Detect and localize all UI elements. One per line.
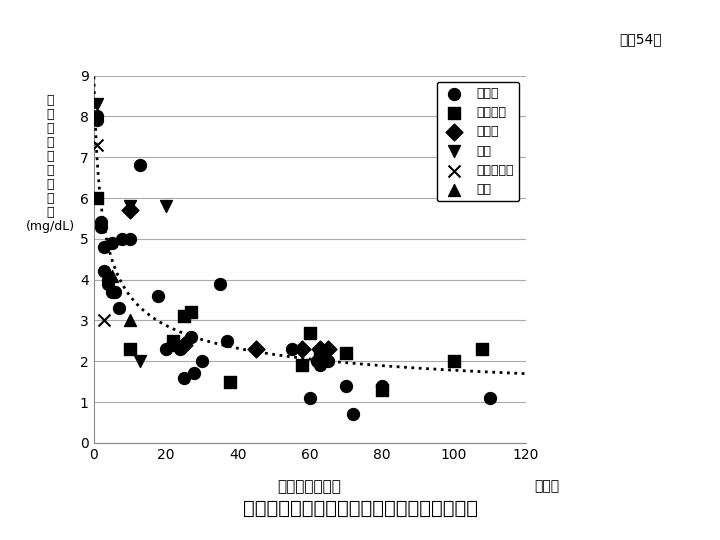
Point [102, 275, 114, 284]
Point [99, 267, 110, 276]
Point [135, 357, 146, 366]
Point [102, 279, 114, 288]
Text: （月）: （月） [534, 480, 559, 494]
Point [311, 357, 323, 366]
Point [135, 161, 146, 170]
Point [117, 234, 128, 243]
Point [178, 373, 189, 382]
Point [95, 218, 107, 227]
Point [340, 381, 351, 390]
Point [189, 369, 200, 378]
Point [322, 345, 333, 353]
Point [315, 349, 326, 357]
Point [340, 349, 351, 357]
Point [315, 345, 326, 353]
Point [95, 222, 107, 231]
Point [124, 206, 135, 214]
Point [124, 234, 135, 243]
Point [99, 316, 110, 325]
Point [160, 202, 171, 211]
Point [91, 140, 103, 149]
Point [124, 316, 135, 325]
Point [91, 112, 103, 121]
Point [297, 361, 308, 369]
Point [185, 308, 197, 316]
Point [322, 357, 333, 366]
Point [113, 304, 125, 313]
Point [304, 394, 315, 402]
Point [99, 242, 110, 251]
Point [160, 345, 171, 353]
Legend: 糖尿病, 腎硬化症, 嚢胞腎, 腎炎, 造影剤腎症, 不明: 糖尿病, 腎硬化症, 嚢胞腎, 腎炎, 造影剤腎症, 不明 [437, 82, 519, 201]
Text: 血
清
ク
レ
ア
チ
ニ
ン
値
(mg/dL): 血 清 ク レ ア チ ニ ン 値 (mg/dL) [26, 94, 75, 233]
Point [178, 341, 189, 349]
Point [174, 345, 186, 353]
Point [106, 287, 117, 296]
Point [347, 410, 359, 418]
Point [178, 312, 189, 321]
Point [376, 386, 387, 394]
Point [185, 333, 197, 341]
Point [286, 345, 297, 353]
Point [221, 336, 233, 345]
Point [250, 345, 261, 353]
Point [297, 345, 308, 353]
Point [376, 381, 387, 390]
Point [106, 239, 117, 247]
Point [214, 279, 225, 288]
Text: 合計54人: 合計54人 [620, 32, 662, 46]
Text: 透析までの期間: 透析までの期間 [278, 480, 341, 495]
Point [477, 345, 488, 353]
Text: 透析までの期間と血清クレアチニン値の関係: 透析までの期間と血清クレアチニン値の関係 [243, 500, 477, 518]
Point [124, 202, 135, 211]
Point [106, 271, 117, 280]
Point [315, 361, 326, 369]
Point [484, 394, 495, 402]
Point [448, 357, 459, 366]
Point [91, 100, 103, 109]
Point [124, 345, 135, 353]
Point [167, 341, 179, 349]
Point [167, 336, 179, 345]
Point [153, 292, 164, 300]
Point [304, 328, 315, 337]
Point [91, 116, 103, 125]
Point [196, 357, 207, 366]
Point [91, 194, 103, 202]
Point [225, 377, 236, 386]
Point [109, 287, 121, 296]
